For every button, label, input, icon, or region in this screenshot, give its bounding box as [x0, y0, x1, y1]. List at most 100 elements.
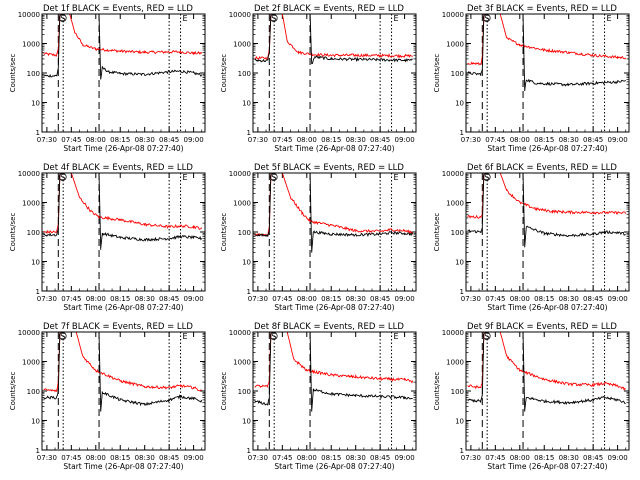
chart-title: Det 5f BLACK = Events, RED = LLD [254, 163, 404, 173]
x-tick-label: 07:30 [248, 454, 268, 462]
y-tick-label: 10 [242, 259, 251, 267]
x-tick-label: 08:15 [110, 295, 130, 303]
x-axis-label: Start Time (26-Apr-08 07:27:40) [63, 462, 183, 471]
y-tick-label: 10000 [18, 170, 40, 178]
x-axis-label: Start Time (26-Apr-08 07:27:40) [487, 462, 607, 471]
y-tick-label: 10000 [229, 170, 251, 178]
x-tick-label: 08:45 [583, 454, 603, 462]
y-tick-label: 1 [247, 447, 251, 455]
series-line-events [467, 173, 626, 248]
x-tick-label: 08:00 [86, 295, 106, 303]
chart-panel-6: Det 6f BLACK = Events, RED = LLD 1 10 100 10… [433, 163, 630, 312]
y-tick-label: 10000 [442, 329, 464, 337]
y-tick-label: 1000 [22, 200, 40, 208]
x-tick-label: 07:45 [61, 136, 81, 144]
y-tick-label: 10 [455, 100, 464, 108]
x-tick-label: 07:45 [485, 295, 505, 303]
plot-area [254, 332, 414, 412]
x-tick-label: 07:30 [248, 295, 268, 303]
series-line-lld [254, 332, 414, 389]
x-tick-label: 08:15 [321, 136, 341, 144]
x-tick-label: 08:30 [346, 136, 366, 144]
y-tick-label: 10000 [442, 11, 464, 19]
y-tick-label: 10000 [442, 170, 464, 178]
y-tick-label: 10000 [229, 11, 251, 19]
x-tick-label: 08:00 [86, 454, 106, 462]
x-tick-label: 07:30 [248, 136, 268, 144]
plot-area [43, 332, 203, 412]
x-tick-label: 09:00 [394, 295, 414, 303]
x-tick-label: 08:00 [510, 454, 530, 462]
x-tick-label: 07:45 [485, 454, 505, 462]
chart-panel-7: Det 7f BLACK = Events, RED = LLD 1 10 100 10… [9, 322, 206, 471]
start-marker: S [484, 14, 489, 23]
series-line-events [254, 14, 413, 65]
series-line-lld [467, 14, 627, 66]
y-axis-label: Counts/sec [9, 372, 17, 411]
y-tick-label: 1 [460, 447, 464, 455]
start-marker-circle [269, 14, 278, 22]
x-tick-label: 07:30 [37, 136, 57, 144]
x-tick-label: 09:00 [183, 454, 203, 462]
x-tick-label: 08:30 [559, 454, 579, 462]
end-marker: E [394, 173, 399, 182]
y-tick-label: 1 [460, 288, 464, 296]
y-axis-label: Counts/sec [433, 372, 441, 411]
series-line-lld [43, 173, 203, 235]
series-line-events [43, 173, 203, 250]
x-tick-label: 09:00 [183, 295, 203, 303]
y-tick-label: 1000 [22, 41, 40, 49]
y-tick-label: 1000 [446, 359, 464, 367]
x-tick-label: 07:45 [485, 136, 505, 144]
y-axis-label: Counts/sec [9, 54, 17, 93]
start-marker: S [271, 332, 276, 341]
x-axis-label: Start Time (26-Apr-08 07:27:40) [487, 303, 607, 312]
x-tick-label: 08:45 [370, 454, 390, 462]
x-tick-label: 08:30 [346, 454, 366, 462]
start-marker-circle [482, 14, 491, 22]
series-line-events [254, 332, 413, 412]
y-tick-label: 10 [242, 418, 251, 426]
series-line-lld [467, 173, 627, 219]
end-marker: E [394, 14, 399, 23]
start-marker: S [60, 173, 65, 182]
y-tick-label: 10 [455, 259, 464, 267]
x-tick-label: 09:00 [394, 136, 414, 144]
y-axis-label: Counts/sec [220, 54, 228, 93]
x-tick-label: 09:00 [183, 136, 203, 144]
y-axis-label: Counts/sec [433, 213, 441, 252]
plot-area [43, 173, 203, 250]
plot-area [467, 332, 626, 412]
y-tick-label: 1000 [233, 359, 251, 367]
start-marker: S [60, 332, 65, 341]
x-tick-label: 08:45 [583, 295, 603, 303]
x-axis-label: Start Time (26-Apr-08 07:27:40) [63, 144, 183, 153]
y-tick-label: 100 [27, 229, 40, 237]
x-tick-label: 08:45 [159, 136, 179, 144]
x-axis-label: Start Time (26-Apr-08 07:27:40) [274, 144, 394, 153]
x-tick-label: 08:30 [135, 295, 155, 303]
y-tick-label: 100 [238, 70, 251, 78]
x-tick-label: 09:00 [394, 454, 414, 462]
y-tick-label: 1 [36, 288, 40, 296]
x-tick-label: 08:15 [110, 454, 130, 462]
x-tick-label: 07:30 [37, 295, 57, 303]
end-marker: E [183, 332, 188, 341]
y-tick-label: 10 [242, 100, 251, 108]
x-tick-label: 07:30 [461, 454, 481, 462]
y-tick-label: 100 [451, 70, 464, 78]
chart-title: Det 9f BLACK = Events, RED = LLD [467, 322, 617, 332]
series-line-lld [254, 173, 414, 237]
x-tick-label: 07:45 [61, 295, 81, 303]
y-tick-label: 10 [455, 418, 464, 426]
plot-area [467, 173, 627, 248]
chart-title: Det 6f BLACK = Events, RED = LLD [467, 163, 617, 173]
x-axis-label: Start Time (26-Apr-08 07:27:40) [63, 303, 183, 312]
x-tick-label: 08:00 [86, 136, 106, 144]
x-axis-label: Start Time (26-Apr-08 07:27:40) [487, 144, 607, 153]
y-tick-label: 1 [247, 288, 251, 296]
x-tick-label: 07:45 [272, 454, 292, 462]
y-tick-label: 10 [31, 418, 40, 426]
